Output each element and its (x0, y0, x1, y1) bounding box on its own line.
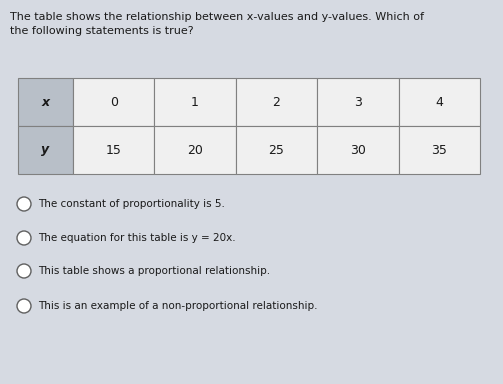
Text: the following statements is true?: the following statements is true? (10, 26, 194, 36)
Bar (18, 78, 73, 126)
Circle shape (17, 299, 31, 313)
Text: 25: 25 (269, 144, 284, 157)
Bar (73, 78, 154, 126)
Bar (236, 78, 317, 126)
Bar (398, 78, 480, 126)
Text: The constant of proportionality is 5.: The constant of proportionality is 5. (38, 199, 225, 209)
Bar (398, 126, 480, 174)
Text: This is an example of a non-proportional relationship.: This is an example of a non-proportional… (38, 301, 317, 311)
Text: 20: 20 (187, 144, 203, 157)
Text: 3: 3 (354, 96, 362, 109)
Bar (154, 78, 236, 126)
Bar (73, 126, 154, 174)
Text: 30: 30 (350, 144, 366, 157)
Bar (154, 126, 236, 174)
Circle shape (17, 197, 31, 211)
Bar (236, 126, 317, 174)
Text: This table shows a proportional relationship.: This table shows a proportional relation… (38, 266, 270, 276)
Text: 35: 35 (432, 144, 447, 157)
Text: 1: 1 (191, 96, 199, 109)
Circle shape (17, 264, 31, 278)
Bar (317, 126, 398, 174)
Circle shape (17, 231, 31, 245)
Text: The equation for this table is y = 20x.: The equation for this table is y = 20x. (38, 233, 235, 243)
Text: 0: 0 (110, 96, 118, 109)
Text: 15: 15 (106, 144, 122, 157)
Bar (18, 126, 73, 174)
Text: 4: 4 (436, 96, 443, 109)
Text: y: y (41, 144, 50, 157)
Text: The table shows the relationship between x-values and y-values. Which of: The table shows the relationship between… (10, 12, 424, 22)
Text: 2: 2 (273, 96, 281, 109)
Bar (317, 78, 398, 126)
Text: x: x (41, 96, 50, 109)
